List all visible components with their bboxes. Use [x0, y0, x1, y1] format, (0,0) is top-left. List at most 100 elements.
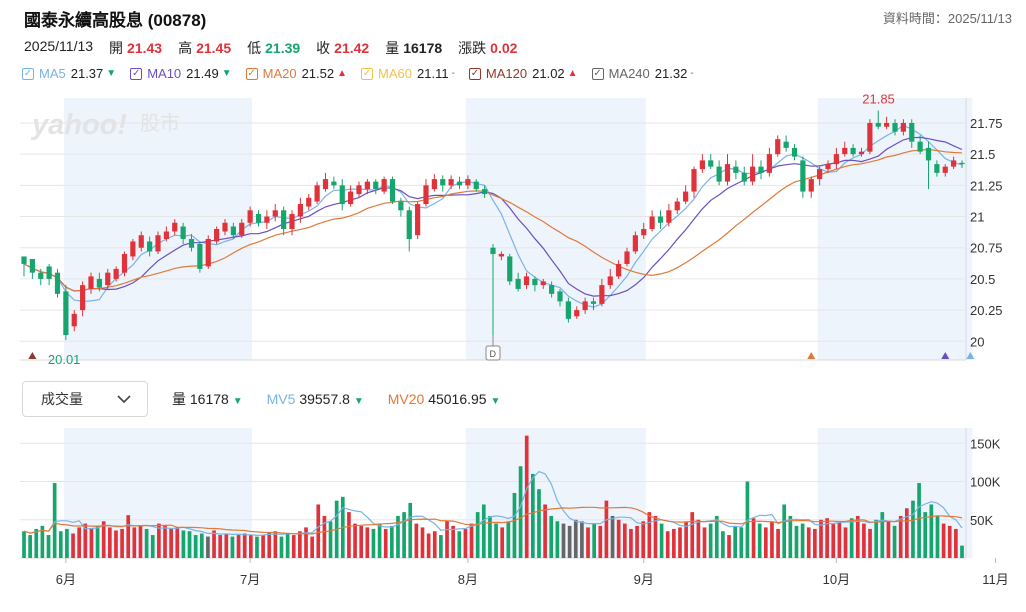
volume-bar: [549, 515, 554, 558]
ma-cross-marker-icon: [807, 352, 816, 359]
volume-bar: [224, 533, 229, 558]
volume-bar: [157, 523, 161, 558]
checkbox-icon[interactable]: ✓: [591, 67, 604, 80]
legend-item-ma20[interactable]: ✓ MA20 21.52 ▲: [245, 66, 347, 81]
candle: [825, 164, 831, 170]
volume-bar: [199, 533, 204, 558]
volume-bar: [52, 483, 57, 558]
arrow-down-icon: ▼: [106, 68, 117, 79]
data-timestamp: 資料時間：2025/11/13: [883, 8, 1012, 27]
arrow-down-icon: ▼: [221, 68, 232, 79]
volume-bar: [960, 545, 964, 558]
y-tick-label: 21.5: [970, 147, 995, 162]
candle: [398, 201, 404, 211]
volume-bar: [751, 518, 756, 558]
volume-bar: [678, 527, 682, 558]
candle: [917, 141, 923, 152]
legend-name: MA240: [608, 66, 650, 81]
y-tick-label: 20.5: [970, 272, 995, 287]
candle: [565, 301, 571, 319]
candle: [850, 147, 856, 155]
legend-item-ma240[interactable]: ✓ MA240 21.32-: [591, 66, 694, 81]
y-tick-label: 150K: [970, 436, 1001, 451]
candle: [130, 241, 136, 257]
candle: [791, 147, 798, 157]
candle: [322, 179, 329, 190]
month-band: [465, 98, 646, 360]
candle: [758, 166, 764, 173]
volume-bar: [610, 515, 615, 558]
checkbox-icon[interactable]: ✓: [468, 67, 481, 80]
volume-bar: [408, 502, 413, 558]
volume-bar: [862, 523, 866, 558]
candle: [925, 147, 932, 161]
candle: [364, 181, 370, 190]
legend-item-ma10[interactable]: ✓ MA10 21.49 ▼: [130, 66, 232, 81]
legend-value: 21.52: [301, 66, 335, 81]
candle: [431, 179, 437, 190]
candle: [959, 162, 965, 165]
volume-bar: [298, 531, 302, 558]
y-tick-label: 20.75: [970, 241, 1003, 256]
candle: [574, 310, 580, 317]
candle: [482, 189, 488, 195]
ma-cross-marker-icon: [966, 352, 975, 359]
volume-bar: [653, 515, 658, 558]
indicator-select[interactable]: 成交量: [22, 381, 148, 417]
candle: [80, 285, 86, 311]
mv5-indicator: MV5 39557.8 ▼: [266, 391, 364, 407]
volume-bar: [672, 528, 676, 558]
volume-bar: [518, 466, 523, 558]
legend-name: MA10: [147, 66, 182, 81]
candle: [473, 181, 479, 190]
candle: [666, 210, 672, 223]
volume-bar: [954, 528, 958, 558]
volume-bar: [420, 527, 425, 558]
flat-dash-icon: -: [690, 68, 694, 79]
volume-bar: [175, 527, 180, 558]
timestamp-label: 資料時間：: [882, 11, 948, 26]
checkbox-icon[interactable]: ✓: [361, 67, 374, 80]
volume-bar: [586, 527, 590, 558]
candle: [833, 154, 839, 165]
candle: [490, 247, 496, 254]
volume-bar: [138, 525, 143, 558]
legend-item-ma120[interactable]: ✓ MA120 21.02 ▲: [468, 66, 578, 81]
quote-volume: 量 16178: [385, 40, 443, 56]
candle: [21, 256, 27, 264]
checkbox-icon[interactable]: ✓: [130, 67, 143, 80]
quote-low: 低 21.39: [247, 40, 301, 56]
candle: [54, 272, 61, 294]
candle: [808, 179, 814, 192]
volume-bar: [690, 512, 695, 558]
checkbox-icon[interactable]: ✓: [245, 67, 258, 80]
volume-bar: [426, 533, 431, 558]
volume-bar: [561, 523, 566, 558]
checkbox-icon[interactable]: ✓: [22, 67, 34, 80]
volume-indicator: 量 16178 ▼: [172, 391, 243, 407]
candle: [373, 181, 379, 190]
indicator-select-label: 成交量: [41, 391, 83, 407]
candle: [105, 272, 111, 286]
volume-bar: [101, 521, 106, 558]
volume-bar: [22, 531, 26, 558]
volume-bar: [261, 535, 265, 558]
volume-bar: [813, 528, 817, 558]
volume-bar: [77, 527, 82, 558]
volume-bar: [132, 527, 137, 558]
volume-bar: [868, 528, 872, 558]
volume-bar: [120, 528, 124, 558]
volume-bar: [481, 504, 486, 558]
legend-item-ma5[interactable]: ✓ MA5 21.37 ▼: [22, 66, 116, 81]
volume-bar: [684, 521, 688, 558]
volume-bar: [365, 527, 370, 558]
volume-bar: [359, 525, 364, 558]
candle: [708, 160, 714, 167]
volume-bar: [248, 535, 253, 558]
quote-bar: 2025/11/13 開 21.43 高 21.45 低 21.39 收 21.42 量…: [24, 38, 533, 58]
candle: [155, 235, 161, 252]
legend-item-ma60[interactable]: ✓ MA60 21.11-: [361, 66, 455, 81]
candle: [607, 276, 613, 286]
volume-bar: [402, 512, 406, 558]
candle: [858, 151, 865, 155]
